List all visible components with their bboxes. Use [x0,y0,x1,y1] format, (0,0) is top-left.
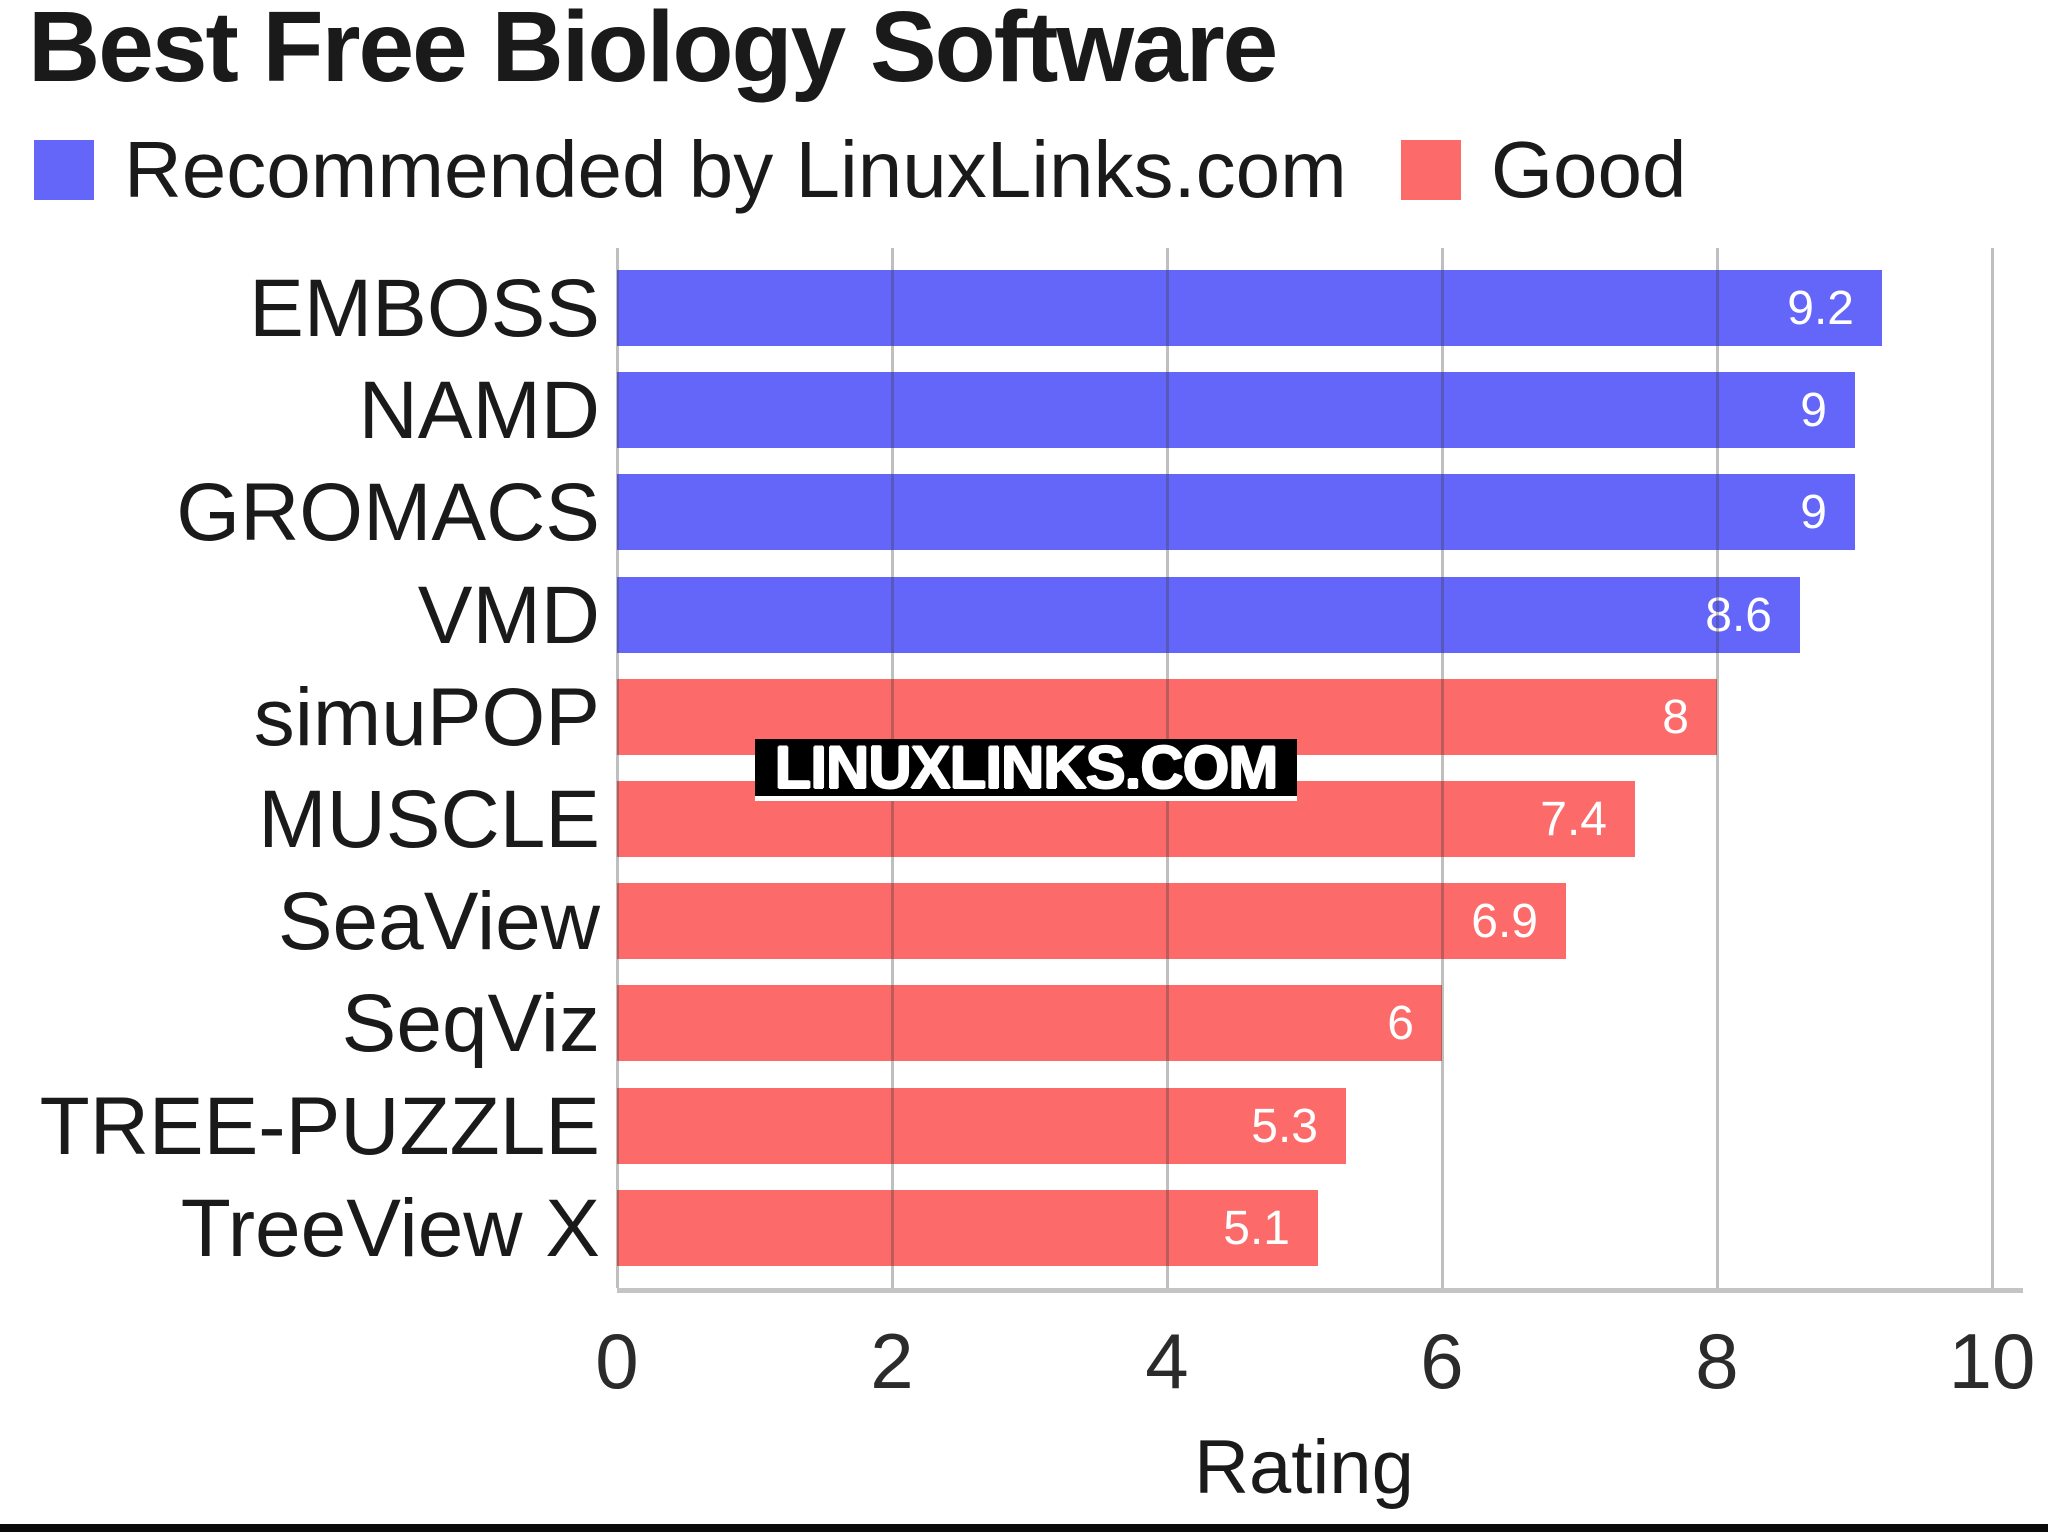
x-tick-label-6: 6 [1420,1317,1464,1405]
legend-item-recommended: Recommended by LinuxLinks.com [34,125,1347,214]
bar-value-MUSCLE: 7.4 [1540,793,1607,846]
bar-value-TREE-PUZZLE: 5.3 [1251,1100,1318,1153]
bar-SeaView: 6.9 [617,883,1566,959]
bar-VMD: 8.6 [617,577,1800,653]
category-label-simuPOP: simuPOP [253,672,600,763]
gridline-x8 [1716,248,1719,1288]
bar-NAMD: 9 [617,372,1855,448]
bar-row-SeaView: SeaView 6.9 [0,876,2048,967]
bar-value-EMBOSS: 9.2 [1787,282,1854,335]
bar-row-VMD: VMD 8.6 [0,570,2048,661]
x-tick-label-10: 10 [1948,1317,2036,1405]
bar-row-NAMD: NAMD 9 [0,365,2048,456]
legend-swatch-good-icon [1400,140,1461,200]
x-axis-line [617,1288,2023,1293]
bar-GROMACS: 9 [617,474,1855,550]
x-tick-label-8: 8 [1695,1317,1739,1405]
x-axis-title: Rating [1194,1425,1414,1510]
legend-swatch-recommended-icon [34,140,94,200]
category-label-TREE-PUZZLE: TREE-PUZZLE [39,1081,600,1172]
bar-value-TreeView X: 5.1 [1223,1202,1290,1255]
bar-row-GROMACS: GROMACS 9 [0,467,2048,558]
gridline-x6 [1441,248,1444,1288]
bar-row-TREE-PUZZLE: TREE-PUZZLE 5.3 [0,1081,2048,1172]
bar-value-VMD: 8.6 [1705,589,1772,642]
legend-item-good: Good [1400,125,1687,214]
category-label-EMBOSS: EMBOSS [249,263,600,354]
bar-value-GROMACS: 9 [1800,486,1827,539]
category-label-MUSCLE: MUSCLE [258,774,600,865]
bar-value-NAMD: 9 [1800,384,1827,437]
category-label-TreeView X: TreeView X [180,1183,600,1274]
bar-row-EMBOSS: EMBOSS 9.2 [0,263,2048,354]
bar-value-SeqViz: 6 [1387,997,1414,1050]
legend-label-good: Good [1490,125,1687,214]
category-label-SeaView: SeaView [277,876,600,967]
bar-SeqViz: 6 [617,985,1442,1061]
bar-row-TreeView X: TreeView X 5.1 [0,1183,2048,1274]
chart-title: Best Free Biology Software [28,0,1278,103]
category-label-NAMD: NAMD [358,365,600,456]
x-tick-label-4: 4 [1145,1317,1189,1405]
bar-TREE-PUZZLE: 5.3 [617,1088,1346,1164]
watermark-box: LINUXLINKS.COM [755,734,1297,801]
bar-row-SeqViz: SeqViz 6 [0,978,2048,1069]
legend: Recommended by LinuxLinks.com Good [34,125,1687,214]
bar-value-simuPOP: 8 [1662,691,1689,744]
legend-label-recommended: Recommended by LinuxLinks.com [124,125,1347,214]
category-label-VMD: VMD [417,570,600,661]
gridline-x0 [616,248,619,1288]
category-label-GROMACS: GROMACS [176,467,600,558]
bar-TreeView X: 5.1 [617,1190,1318,1266]
watermark-text: LINUXLINKS.COM [774,734,1279,801]
x-tick-label-0: 0 [595,1317,639,1405]
gridline-x10 [1991,248,1994,1288]
bottom-border [0,1524,2048,1532]
bar-EMBOSS: 9.2 [617,270,1882,346]
bar-value-SeaView: 6.9 [1471,895,1538,948]
category-label-SeqViz: SeqViz [341,978,600,1069]
x-tick-label-2: 2 [870,1317,914,1405]
